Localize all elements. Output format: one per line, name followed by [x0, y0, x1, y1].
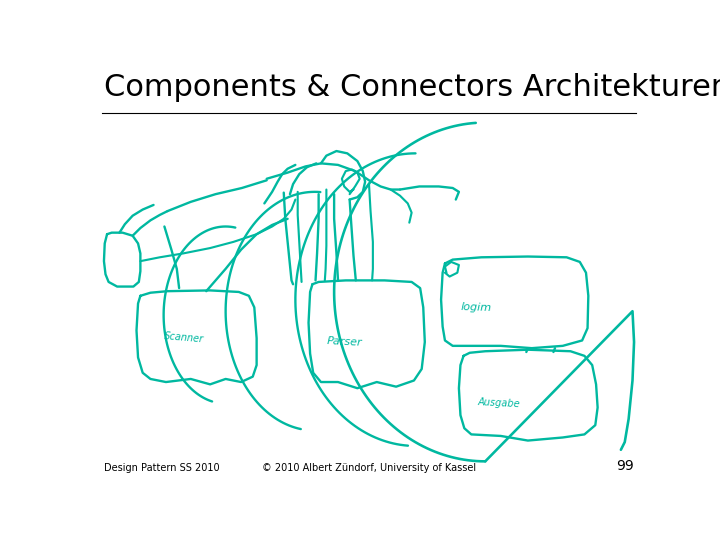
Text: Parser: Parser	[326, 336, 362, 348]
Text: logim: logim	[461, 302, 492, 313]
Text: Scanner: Scanner	[163, 330, 204, 344]
Text: Components & Connectors Architekturen: Components & Connectors Architekturen	[104, 72, 720, 102]
Text: Design Pattern SS 2010: Design Pattern SS 2010	[104, 463, 220, 473]
Text: © 2010 Albert Zündorf, University of Kassel: © 2010 Albert Zündorf, University of Kas…	[262, 463, 476, 473]
Text: Ausgabe: Ausgabe	[477, 397, 521, 409]
Text: 99: 99	[616, 459, 634, 473]
